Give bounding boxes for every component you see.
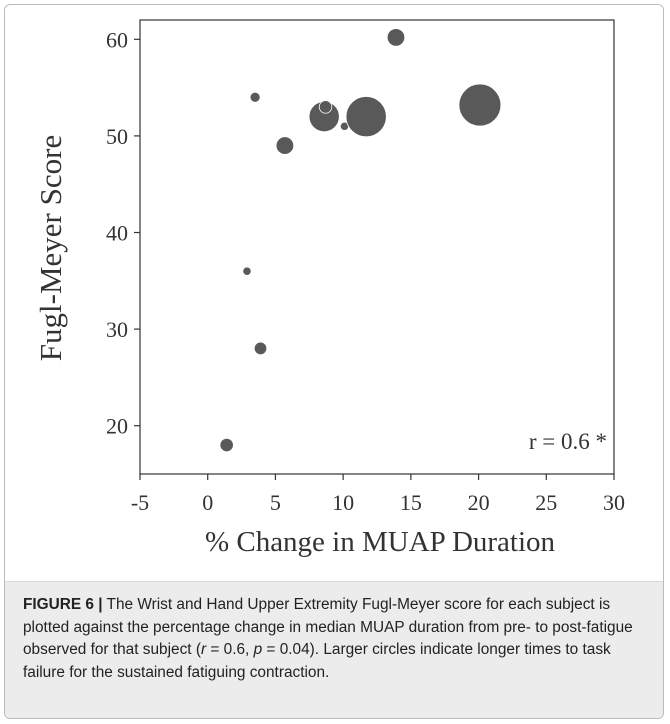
data-point (318, 100, 333, 114)
y-tick-label: 60 (106, 27, 128, 52)
y-tick-label: 50 (106, 124, 128, 149)
x-tick-label: -5 (131, 490, 149, 515)
caption-text-2: = 0.6, (206, 641, 254, 658)
scatter-chart: -5 0 5 10 15 20 25 30 20 30 40 50 60 Fugl-Meyer Scor… (33, 19, 625, 558)
x-tick-label: 5 (270, 490, 281, 515)
y-tick-label: 20 (106, 414, 128, 439)
caption-r-symbol: r (200, 641, 207, 658)
x-tick-label: 15 (400, 490, 422, 515)
plot-area-border (139, 19, 615, 475)
caption-p-symbol: p (253, 641, 263, 658)
chart-area: -5 0 5 10 15 20 25 30 20 30 40 50 60 Fugl-Meyer Scor… (6, 6, 664, 578)
data-point (242, 266, 252, 276)
x-axis-label: % Change in MUAP Duration (205, 526, 556, 558)
x-tick-label: 25 (535, 490, 557, 515)
caption-text-1: The Wrist and Hand Upper Extremity Fugl-… (23, 596, 633, 658)
y-tick-label: 40 (106, 221, 128, 246)
data-point (249, 91, 261, 103)
x-tick-label: 30 (603, 490, 625, 515)
correlation-annotation: r = 0.6 * (529, 429, 607, 454)
data-point (219, 437, 234, 453)
data-point (275, 136, 295, 155)
figure-caption: FIGURE 6 | The Wrist and Hand Upper Extr… (5, 581, 663, 718)
x-tick-label: 10 (332, 490, 354, 515)
figure-label: FIGURE 6 | (23, 596, 103, 613)
data-point (253, 341, 268, 356)
data-point (345, 96, 387, 138)
x-tick-label: 0 (202, 490, 213, 515)
x-tick-label: 20 (468, 490, 490, 515)
data-point (386, 28, 406, 47)
data-point (458, 83, 502, 127)
y-axis-label: Fugl-Meyer Score (33, 135, 68, 361)
y-tick-label: 30 (106, 317, 128, 342)
caption-text-3: = 0.04). Larger circles indicate longer … (23, 641, 611, 681)
